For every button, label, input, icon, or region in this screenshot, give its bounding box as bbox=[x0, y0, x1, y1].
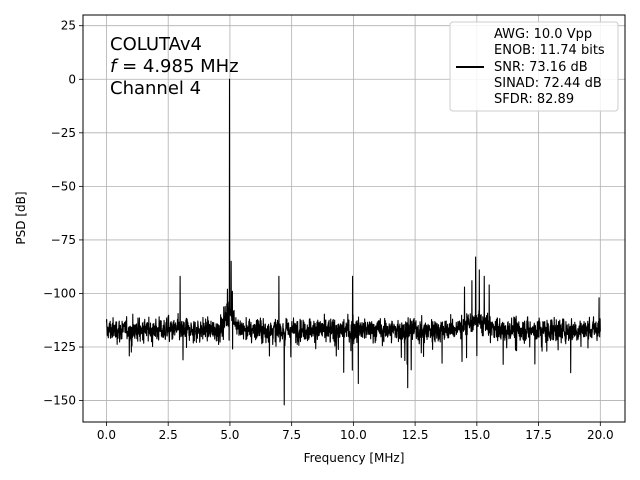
y-tick-label: 0 bbox=[68, 72, 76, 86]
legend-entry: AWG: 10.0 Vpp bbox=[494, 27, 592, 42]
y-tick-label: −125 bbox=[43, 340, 76, 354]
x-tick-label: 15.0 bbox=[463, 428, 490, 442]
annotation-channel: Channel 4 bbox=[110, 78, 201, 99]
y-axis-ticks: 25 0 −25 −50 −75 −100 −125 −150 bbox=[43, 19, 83, 408]
y-tick-label: −50 bbox=[51, 179, 76, 193]
x-axis-label: Frequency [MHz] bbox=[304, 451, 405, 465]
plot-frame bbox=[82, 14, 626, 423]
annotation-text: COLUTAv4 f = 4.985 MHz Channel 4 bbox=[110, 34, 239, 99]
y-tick-label: −100 bbox=[43, 286, 76, 300]
y-tick-label: −25 bbox=[51, 126, 76, 140]
annotation-frequency-value: = 4.985 MHz bbox=[116, 56, 238, 77]
x-tick-label: 5.0 bbox=[220, 428, 239, 442]
psd-trace bbox=[105, 78, 601, 406]
legend: AWG: 10.0 Vpp ENOB: 11.74 bits SNR: 73.1… bbox=[449, 21, 619, 112]
x-axis-ticks: 0.0 2.5 5.0 7.5 10.0 12.5 15.0 17.5 20.0 bbox=[97, 422, 614, 442]
legend-entry: ENOB: 11.74 bits bbox=[494, 43, 605, 58]
annotation-frequency: f = 4.985 MHz bbox=[110, 56, 239, 77]
y-axis-label: PSD [dB] bbox=[14, 191, 28, 244]
annotation-title: COLUTAv4 bbox=[110, 34, 202, 55]
legend-entry: SFDR: 82.89 bbox=[494, 92, 574, 107]
legend-entry: SINAD: 72.44 dB bbox=[494, 76, 602, 91]
legend-box bbox=[449, 21, 619, 112]
x-tick-label: 20.0 bbox=[587, 428, 614, 442]
y-tick-label: −150 bbox=[43, 394, 76, 408]
x-tick-label: 0.0 bbox=[97, 428, 116, 442]
x-tick-label: 17.5 bbox=[525, 428, 552, 442]
annotation-frequency-symbol: f bbox=[110, 56, 119, 77]
y-tick-label: −75 bbox=[51, 233, 76, 247]
x-tick-label: 12.5 bbox=[402, 428, 429, 442]
y-tick-label: 25 bbox=[61, 19, 76, 33]
x-tick-label: 10.0 bbox=[340, 428, 367, 442]
legend-entry: SNR: 73.16 dB bbox=[494, 60, 588, 75]
x-tick-label: 2.5 bbox=[159, 428, 178, 442]
x-tick-label: 7.5 bbox=[282, 428, 301, 442]
psd-series-line bbox=[105, 78, 601, 406]
